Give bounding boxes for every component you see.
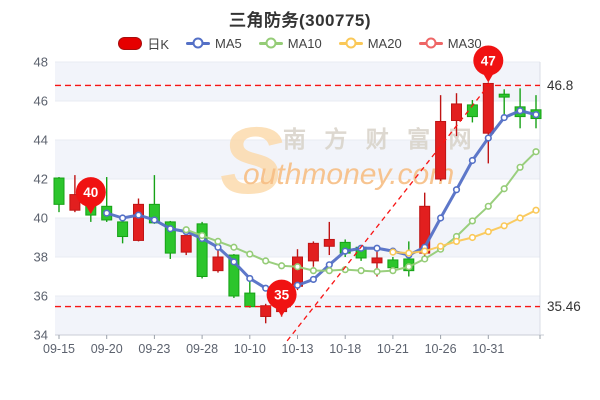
- candle: [435, 120, 447, 180]
- ref-line-label: 35.46: [547, 299, 581, 314]
- candle: [196, 223, 208, 278]
- candle: [212, 256, 224, 272]
- legend-label: MA10: [287, 35, 322, 51]
- candle: [244, 292, 256, 308]
- ma-line-marker-icon: [338, 37, 363, 49]
- y-tick-label: 48: [34, 55, 48, 70]
- ma-ring-icon: [425, 37, 437, 49]
- y-tick-label: 42: [34, 172, 48, 187]
- candle: [323, 238, 335, 247]
- ma-line-marker-icon: [418, 37, 443, 49]
- x-tick-label: 09-23: [138, 342, 170, 356]
- price-badge: 35: [266, 279, 297, 317]
- ma10-line: [182, 148, 540, 276]
- y-tick-label: 38: [34, 250, 48, 265]
- x-tick-label: 10-13: [282, 342, 314, 356]
- x-axis: 09-15 09-20 09-23 09-28 10-10 10-13 10-18 10-21…: [43, 334, 544, 356]
- x-tick-label: 10-21: [377, 342, 409, 356]
- ma-ring-icon: [192, 37, 204, 49]
- candle: [228, 254, 240, 297]
- x-tick-label: 09-15: [43, 342, 75, 356]
- candle: [180, 235, 192, 253]
- badge-label: 47: [481, 53, 496, 68]
- x-tick-label: 09-28: [186, 342, 218, 356]
- candle: [260, 305, 272, 317]
- legend-label: MA30: [447, 35, 482, 51]
- svg-text:outhmoney.com: outhmoney.com: [243, 158, 454, 191]
- ma-line-marker-icon: [258, 37, 283, 49]
- legend-label: MA5: [215, 35, 242, 51]
- y-tick-label: 36: [34, 289, 48, 304]
- badge-label: 35: [274, 288, 290, 303]
- x-tick-label: 10-10: [234, 342, 266, 356]
- x-tick-label: 10-26: [425, 342, 457, 356]
- legend-label: 日K: [147, 36, 170, 52]
- price-badge: 40: [75, 177, 106, 215]
- badge-label: 40: [83, 185, 98, 200]
- candle: [117, 221, 129, 238]
- candle-legend-marker-icon: [118, 36, 143, 50]
- candle: [53, 177, 65, 205]
- price-badge: 47: [473, 45, 504, 83]
- x-tick-label: 09-20: [91, 342, 123, 356]
- candle: [133, 203, 144, 241]
- candle: [387, 259, 399, 269]
- chart-title: 三角防务(300775): [228, 11, 372, 30]
- y-axis: 48 46 44 42 40 38 36 34: [34, 55, 48, 343]
- y-tick-label: 34: [34, 328, 48, 343]
- ma-line-marker-icon: [186, 37, 211, 49]
- svg-text:S: S: [220, 108, 283, 214]
- legend-item-ma5[interactable]: MA5: [186, 36, 242, 51]
- legend-item-ma10[interactable]: MA10: [258, 35, 322, 51]
- y-tick-label: 46: [34, 94, 48, 109]
- x-tick-label: 10-18: [329, 342, 361, 356]
- y-tick-label: 44: [34, 133, 48, 148]
- legend-item-k[interactable]: 日K: [118, 34, 169, 53]
- legend-label: MA20: [367, 35, 402, 51]
- x-tick-label: 10-31: [472, 342, 504, 356]
- legend: 日K MA5 MA10 MA20 MA30: [0, 34, 600, 52]
- ma20-line: [389, 206, 540, 257]
- ma-ring-icon: [345, 37, 357, 49]
- grid: [55, 61, 541, 336]
- legend-item-ma30[interactable]: MA30: [418, 35, 482, 51]
- y-tick-label: 40: [34, 211, 48, 226]
- ref-lines: 46.8 35.46: [55, 78, 581, 314]
- ref-line-label: 46.8: [547, 78, 573, 93]
- candle: [164, 221, 176, 254]
- candle: [451, 103, 462, 122]
- badges: 40 35 47: [75, 45, 504, 317]
- candle: [498, 93, 510, 98]
- svg-text:南 方 财 富 网: 南 方 财 富 网: [283, 126, 478, 152]
- trend-line: [286, 83, 491, 342]
- candle: [482, 82, 494, 134]
- legend-item-ma20[interactable]: MA20: [338, 35, 402, 51]
- candle: [307, 242, 319, 262]
- ma-ring-icon: [265, 37, 277, 49]
- candle: [371, 257, 383, 264]
